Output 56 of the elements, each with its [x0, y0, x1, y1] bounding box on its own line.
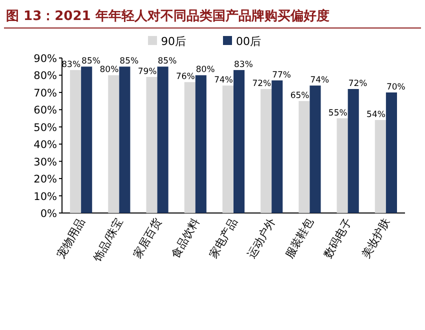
bar: [81, 66, 92, 213]
y-tick-label: 70%: [34, 87, 58, 100]
legend-label: 00后: [236, 35, 261, 48]
x-tick-label: 美妆护肤: [359, 216, 393, 261]
data-label: 74%: [310, 76, 330, 86]
data-label: 85%: [120, 56, 139, 67]
data-label: 72%: [252, 79, 272, 89]
y-tick-label: 10%: [34, 190, 58, 203]
x-tick-label: 数码电子: [321, 216, 354, 261]
bar: [272, 80, 283, 213]
data-label: 83%: [62, 60, 81, 70]
data-label: 85%: [158, 56, 177, 67]
data-label: 54%: [366, 110, 386, 120]
bar: [157, 66, 168, 213]
bar: [119, 66, 130, 213]
x-tick-label: 食品饮料: [168, 216, 202, 261]
bar: [298, 101, 310, 213]
y-tick-label: 40%: [34, 139, 58, 152]
bar: [386, 92, 397, 213]
data-label: 65%: [290, 91, 310, 102]
data-label: 79%: [138, 66, 157, 77]
x-tick-label: 饰品/珠宝: [90, 216, 126, 265]
bar: [195, 75, 206, 213]
bar: [222, 86, 234, 213]
data-label: 72%: [348, 79, 368, 89]
x-tick-label: 家电产品: [206, 216, 240, 261]
bar: [108, 75, 120, 213]
data-label: 77%: [272, 70, 292, 80]
data-label: 80%: [100, 65, 119, 76]
y-tick-label: 30%: [34, 156, 58, 168]
bar: [260, 89, 272, 213]
data-label: 83%: [234, 60, 253, 70]
y-tick-label: 50%: [34, 122, 58, 134]
x-tick-label: 家居百货: [130, 216, 164, 261]
bar: [146, 76, 158, 213]
bar: [184, 82, 196, 213]
data-label: 85%: [82, 56, 100, 67]
chart-title: 图 13：2021 年年轻人对不同品类国产品牌购买偏好度: [6, 8, 330, 24]
data-label: 70%: [386, 82, 406, 92]
x-tick-label: 服装鞋包: [283, 216, 316, 261]
bar: [310, 86, 321, 213]
bar: [234, 70, 245, 213]
bar: [348, 89, 359, 213]
legend-label: 90后: [161, 35, 186, 48]
y-tick-label: 80%: [34, 70, 58, 82]
data-label: 80%: [196, 65, 215, 76]
y-tick-label: 60%: [34, 104, 58, 117]
data-label: 76%: [176, 72, 195, 82]
bar: [336, 118, 348, 213]
bar: [70, 70, 82, 213]
y-tick-label: 90%: [34, 53, 58, 65]
x-tick-label: 运动户外: [244, 216, 278, 261]
data-label: 74%: [214, 76, 233, 86]
data-label: 55%: [328, 108, 348, 118]
bar: [374, 120, 386, 213]
y-tick-label: 20%: [34, 174, 58, 186]
